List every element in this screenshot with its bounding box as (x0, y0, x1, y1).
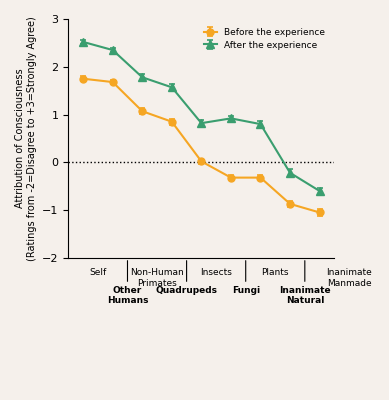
Y-axis label: Attribution of Consciousness
(Ratings from -2=Disagree to +3=Strongly Agree): Attribution of Consciousness (Ratings fr… (15, 16, 37, 261)
Text: Quadrupeds: Quadrupeds (156, 286, 217, 294)
Text: Non-Human
Primates: Non-Human Primates (130, 268, 184, 288)
Legend: Before the experience, After the experience: Before the experience, After the experie… (199, 24, 330, 54)
Text: Inanimate
Natural: Inanimate Natural (279, 286, 331, 305)
Text: Other
Humans: Other Humans (107, 286, 148, 305)
Text: Insects: Insects (200, 268, 232, 277)
Text: Inanimate
Manmade: Inanimate Manmade (326, 268, 372, 288)
Text: Self: Self (89, 268, 107, 277)
Text: Plants: Plants (261, 268, 289, 277)
Text: Fungi: Fungi (231, 286, 260, 294)
